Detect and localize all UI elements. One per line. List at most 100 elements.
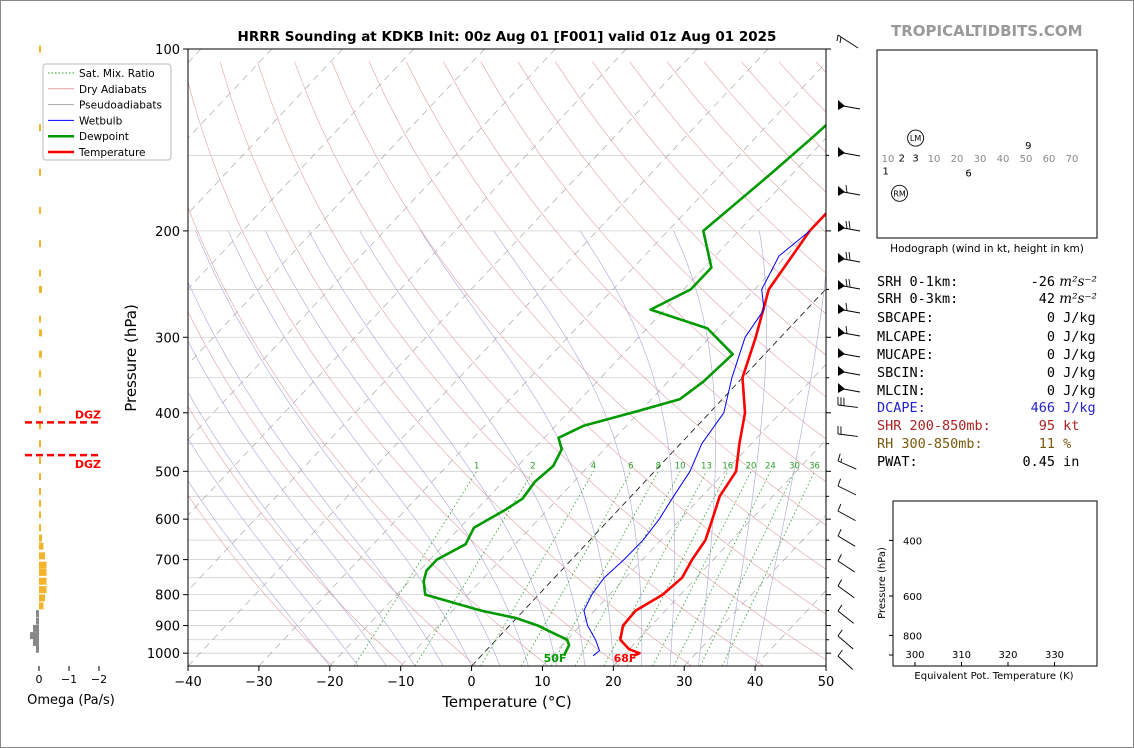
wind-barb-staff (837, 635, 854, 650)
y-tick-label: 300 (155, 331, 180, 346)
pseudoadiabat-line (188, 340, 416, 666)
parameter-label: PWAT: (877, 454, 918, 470)
parameter-label: RH 300-850mb: (877, 436, 983, 452)
theta-e-y-tick-label: 800 (903, 631, 922, 642)
parameter-value: 95 (1038, 418, 1055, 434)
wind-barb (837, 251, 861, 263)
parameter-unit: J/kg (1055, 310, 1096, 326)
theta-e-y-tick-label: 600 (903, 592, 922, 603)
wind-barb-flag (838, 366, 845, 376)
parameter-unit: kt (1055, 418, 1080, 434)
mixing-ratio-line (414, 471, 534, 666)
pseudoadiabat-line (420, 230, 614, 666)
dry-adiabat-line (406, 61, 826, 526)
wind-barb (837, 220, 861, 232)
omega-bar (36, 645, 39, 653)
mixing-ratio-line (521, 471, 632, 666)
isotherm-line (258, 62, 826, 666)
theta-e-x-axis-label: Equivalent Pot. Temperature (K) (914, 671, 1073, 682)
omega-bar (39, 511, 41, 519)
pseudoadiabat-line (359, 230, 586, 666)
y-tick-label: 700 (155, 554, 180, 569)
x-tick-label: 10 (534, 675, 551, 690)
wind-barb (837, 397, 858, 408)
legend-entry: Temperature (78, 147, 146, 159)
dry-adiabat-line (331, 61, 826, 615)
omega-bar (39, 422, 41, 430)
mixing-ratio-label: 1 (474, 461, 479, 471)
wind-barb-flag (838, 304, 845, 314)
wind-barb-flag (838, 253, 845, 263)
hodograph-ring-label: 60 (1043, 154, 1056, 165)
omega-bar (39, 45, 41, 53)
wind-barb-flag (838, 348, 845, 358)
storm-motion-marker (907, 129, 925, 147)
y-axis-label: Pressure (hPa) (122, 304, 140, 412)
wind-barb (837, 383, 861, 393)
omega-bar (36, 610, 39, 618)
wind-barb (837, 100, 861, 110)
omega-bar (39, 405, 41, 413)
wind-barb-feather (848, 278, 851, 287)
theta-e-y-axis-label: Pressure (hPa) (877, 547, 888, 619)
omega-tick-label: −2 (91, 673, 107, 686)
mixing-ratio-label: 6 (628, 461, 633, 471)
wind-barb-feather (837, 554, 842, 562)
omega-bar (30, 632, 39, 640)
omega-bar (39, 168, 41, 176)
storm-motion-label: LM (910, 134, 921, 143)
pseudoadiabat-line (754, 269, 826, 666)
isotherm-line (471, 288, 826, 666)
pseudoadiabat-line (493, 230, 643, 666)
wind-barb-flag (838, 222, 845, 232)
isotherm-line (400, 213, 826, 666)
theta-e-frame (892, 500, 1098, 667)
hodograph-height-label: 1 (883, 166, 889, 177)
brand-watermark: TROPICALTIDBITS.COM (891, 22, 1083, 40)
omega-bar (39, 488, 41, 496)
legend-entry: Pseudoadiabats (79, 100, 162, 112)
mixing-ratio-line (699, 471, 795, 666)
dry-adiabat-line (219, 61, 692, 666)
hodograph-ring-label: 50 (1020, 154, 1033, 165)
mixing-ratio-label: 24 (765, 461, 776, 471)
pseudoadiabat-line (188, 480, 331, 666)
mixing-ratio-line (626, 471, 729, 666)
omega-bar (39, 534, 42, 542)
omega-bar (39, 440, 41, 448)
parameter-label: MUCAPE: (877, 347, 934, 363)
hodograph-ring-label: 30 (974, 154, 987, 165)
omega-bar (39, 602, 44, 610)
mixing-ratio-line (673, 471, 771, 666)
pseudoadiabat-line (188, 438, 359, 666)
mixing-ratio-label: 36 (809, 461, 820, 471)
parameter-row: DCAPE: 466 J/kg (877, 399, 1096, 417)
wind-barb-flag (838, 383, 845, 393)
parameter-unit: % (1055, 436, 1072, 452)
y-tick-label: 400 (155, 407, 180, 422)
parameter-label: SBCAPE: (877, 310, 934, 326)
parameter-unit: J/kg (1055, 400, 1096, 416)
dry-adiabat-line (443, 61, 826, 483)
legend-entry: Dewpoint (79, 131, 129, 143)
wind-barb-feather (839, 36, 842, 44)
dry-adiabat-line (294, 61, 826, 661)
wind-barb-feather (837, 629, 843, 637)
omega-bar (39, 577, 47, 585)
parameter-row: SRH 0-3km: 42 m²s⁻² (877, 290, 1097, 308)
omega-axis-label: Omega (Pa/s) (27, 693, 115, 708)
y-tick-label: 800 (155, 589, 180, 604)
x-tick-label: −30 (245, 675, 272, 690)
parameter-row: SBCIN: 0 J/kg (877, 364, 1096, 382)
omega-tick-label: 0 (36, 673, 43, 686)
wind-barb-flag (838, 280, 845, 290)
wind-barb (837, 554, 855, 573)
wind-barb-staff (837, 433, 858, 437)
wind-barb-feather (848, 251, 851, 260)
parameter-label: SRH 0-3km: (877, 291, 959, 307)
wind-barb-staff (837, 34, 859, 49)
omega-bar (39, 240, 41, 248)
wind-barb (837, 629, 854, 650)
omega-bar (39, 269, 41, 277)
legend-entry: Dry Adiabats (79, 84, 147, 96)
